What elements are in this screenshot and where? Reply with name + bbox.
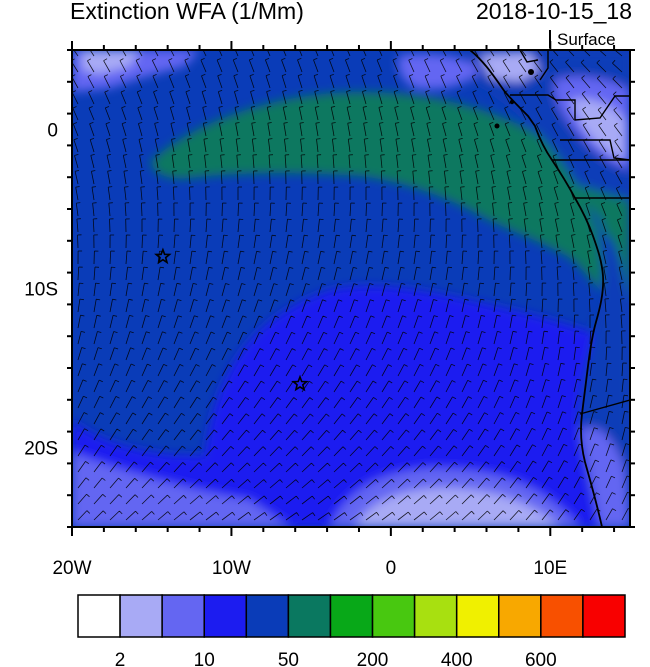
colorbar-label: 10 bbox=[194, 650, 215, 667]
colorbar-swatch bbox=[371, 594, 416, 638]
plot-title: Extinction WFA (1/Mm) bbox=[70, 0, 304, 24]
y-axis-labels: 0 10S 20S bbox=[24, 121, 58, 460]
extinction-field bbox=[72, 50, 630, 527]
colorbar-swatch bbox=[413, 594, 458, 638]
colorbar-swatch bbox=[582, 594, 626, 638]
colorbar-labels: 2 10 50 200 400 600 bbox=[115, 650, 557, 667]
valid-time: 2018-10-15_18 bbox=[475, 0, 632, 24]
x-tick-label: 10W bbox=[212, 558, 251, 579]
axis-ticks bbox=[67, 41, 635, 536]
colorbar-swatch bbox=[245, 594, 290, 638]
plot-frame bbox=[71, 49, 631, 528]
colorbar-swatch bbox=[77, 594, 121, 638]
colorbar-swatch bbox=[119, 594, 163, 638]
colorbar-label: 600 bbox=[525, 650, 557, 667]
coastline bbox=[469, 50, 605, 527]
x-tick-label: 0 bbox=[386, 558, 397, 579]
colorbar-label: 2 bbox=[115, 650, 126, 667]
colorbar-swatch bbox=[161, 594, 205, 638]
x-axis-labels: 20W 10W 0 10E bbox=[52, 558, 567, 579]
colorbar-label: 50 bbox=[278, 650, 299, 667]
y-tick-label: 10S bbox=[24, 280, 58, 301]
x-tick-label: 20W bbox=[52, 558, 91, 579]
colorbar-label: 200 bbox=[357, 650, 389, 667]
site-markers bbox=[154, 247, 309, 392]
colorbar-label: 400 bbox=[441, 650, 473, 667]
star-marker bbox=[291, 374, 309, 392]
y-tick-label: 0 bbox=[47, 121, 58, 142]
colorbar-swatch bbox=[498, 594, 542, 638]
y-tick-label: 20S bbox=[24, 439, 58, 460]
islands bbox=[494, 69, 534, 129]
level-marker bbox=[549, 30, 551, 48]
star-marker bbox=[154, 247, 172, 265]
colorbar-swatch bbox=[287, 594, 332, 638]
level-label: Surface bbox=[557, 30, 616, 49]
colorbar-swatch bbox=[203, 594, 248, 638]
colorbar bbox=[77, 594, 626, 638]
x-tick-label: 10E bbox=[533, 558, 567, 579]
colorbar-swatch bbox=[329, 594, 374, 638]
colorbar-swatch bbox=[455, 594, 500, 638]
colorbar-swatch bbox=[540, 594, 584, 638]
